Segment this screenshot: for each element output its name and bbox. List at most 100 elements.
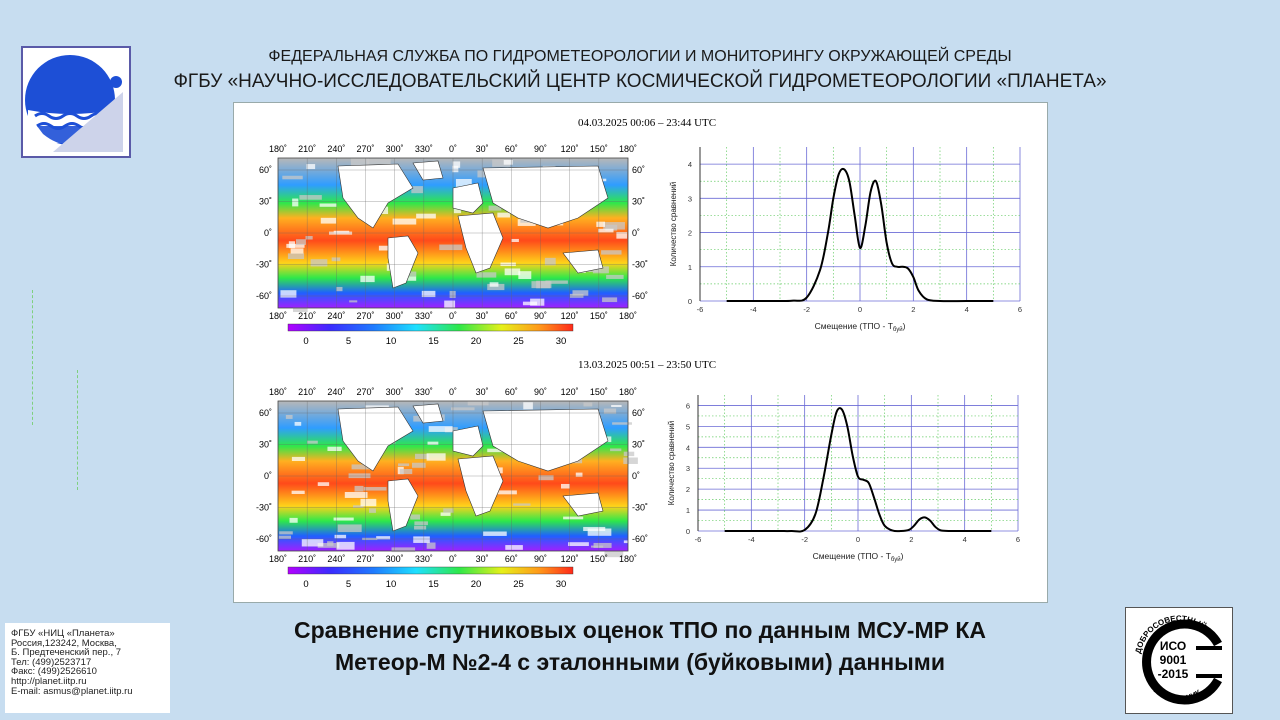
lon-label: 330˚ [415, 311, 433, 321]
lat-label: -30˚ [256, 503, 272, 513]
lat-label: 60˚ [632, 165, 645, 175]
data-gap [285, 414, 293, 419]
contact-line: Россия,123242, Москва, [11, 637, 117, 649]
data-gap [293, 307, 308, 313]
data-gap [327, 446, 342, 451]
continent [482, 165, 609, 229]
x-tick-label: 6 [1018, 305, 1022, 314]
iso-line-2: 9001 [1160, 653, 1187, 667]
data-gap [623, 540, 641, 544]
lon-label: 150˚ [590, 387, 608, 397]
data-gap [428, 426, 453, 432]
series-line [726, 167, 994, 303]
lat-label: 0˚ [264, 471, 272, 481]
colorbar-tick: 30 [556, 579, 567, 590]
data-gap [287, 253, 305, 260]
data-gap [536, 280, 551, 289]
data-gap [331, 257, 341, 262]
data-gap [603, 408, 617, 414]
lon-label: 30˚ [476, 387, 489, 397]
data-gap [587, 528, 612, 536]
data-gap [545, 280, 568, 284]
decor-dash-1 [32, 290, 33, 425]
lat-label: 0˚ [632, 471, 640, 481]
lon-label: 330˚ [415, 554, 433, 564]
y-tick-label: 1 [686, 506, 690, 515]
data-gap [398, 463, 410, 467]
lat-label: 30˚ [259, 197, 272, 207]
lat-label: 60˚ [259, 165, 272, 175]
data-gap [410, 514, 420, 520]
lon-label: 180˚ [619, 387, 637, 397]
data-gap [602, 297, 618, 303]
data-gap [440, 512, 451, 516]
figure-panel: 04.03.2025 00:06 – 23:44 UTC 13.03.2025 … [233, 102, 1048, 603]
data-gap [350, 158, 370, 167]
lat-label: 30˚ [259, 440, 272, 450]
data-gap [444, 300, 456, 308]
data-gap [354, 485, 364, 492]
data-gap [290, 248, 304, 254]
data-gap [530, 298, 545, 306]
data-gap [455, 178, 472, 187]
data-gap [344, 492, 368, 498]
data-gap [451, 407, 475, 411]
lon-label: 60˚ [505, 554, 518, 564]
data-gap [489, 282, 499, 287]
data-gap [378, 245, 391, 251]
lon-label: 300˚ [386, 311, 404, 321]
contact-email[interactable]: E-mail: asmus@planet.iitp.ru [11, 685, 133, 697]
lon-label: 0˚ [449, 554, 457, 564]
x-tick-label: 0 [856, 535, 860, 544]
contact-link[interactable]: http://planet.iitp.ru [11, 675, 87, 687]
lon-label: 210˚ [298, 311, 316, 321]
lon-label: 240˚ [327, 144, 345, 154]
contact-box: ФГБУ «НИЦ «Планета» Россия,123242, Москв… [5, 623, 170, 713]
data-gap [421, 290, 436, 298]
contact-line: Тел: (499)2523717 [11, 656, 92, 668]
data-gap [391, 547, 416, 553]
data-gap [305, 236, 313, 240]
x-tick-label: 6 [1016, 535, 1020, 544]
lon-label: 300˚ [386, 387, 404, 397]
colorbar-tick: 5 [346, 336, 351, 347]
continent [482, 408, 609, 472]
lon-label: 210˚ [298, 387, 316, 397]
data-gap [369, 508, 376, 513]
data-gap [291, 456, 306, 461]
x-tick-label: -2 [803, 305, 810, 314]
colorbar-tick: 25 [513, 579, 524, 590]
panel-1-date: 04.03.2025 00:06 – 23:44 UTC [578, 117, 717, 129]
planeta-logo [21, 46, 131, 158]
lat-label: -60˚ [256, 534, 272, 544]
lon-label: 270˚ [356, 387, 374, 397]
lon-label: 60˚ [505, 311, 518, 321]
lon-label: 0˚ [449, 144, 457, 154]
data-gap [583, 402, 593, 407]
data-gap [337, 524, 362, 533]
x-tick-label: -6 [697, 305, 704, 314]
continent [337, 406, 414, 472]
lon-label: 0˚ [449, 311, 457, 321]
lon-label: 150˚ [590, 554, 608, 564]
data-gap [518, 271, 532, 279]
x-axis-label: Смещение (ТПО - Tбуй) [813, 551, 904, 563]
data-gap [333, 517, 354, 521]
lon-label: 30˚ [476, 311, 489, 321]
data-gap [452, 165, 459, 173]
colorbar-tick: 30 [556, 336, 567, 347]
data-gap [360, 498, 377, 507]
contact-line: Б. Предтеченский пер., 7 [11, 647, 122, 659]
data-gap [513, 503, 531, 506]
colorbar-tick: 10 [386, 579, 397, 590]
data-gap [563, 516, 584, 520]
data-gap [500, 262, 516, 266]
data-gap [289, 517, 298, 523]
lon-label: 120˚ [561, 144, 579, 154]
data-gap [351, 464, 374, 470]
lon-label: 90˚ [534, 144, 547, 154]
lon-label: 90˚ [534, 554, 547, 564]
lon-label: 120˚ [561, 311, 579, 321]
data-gap [427, 441, 439, 445]
data-gap [411, 462, 426, 468]
